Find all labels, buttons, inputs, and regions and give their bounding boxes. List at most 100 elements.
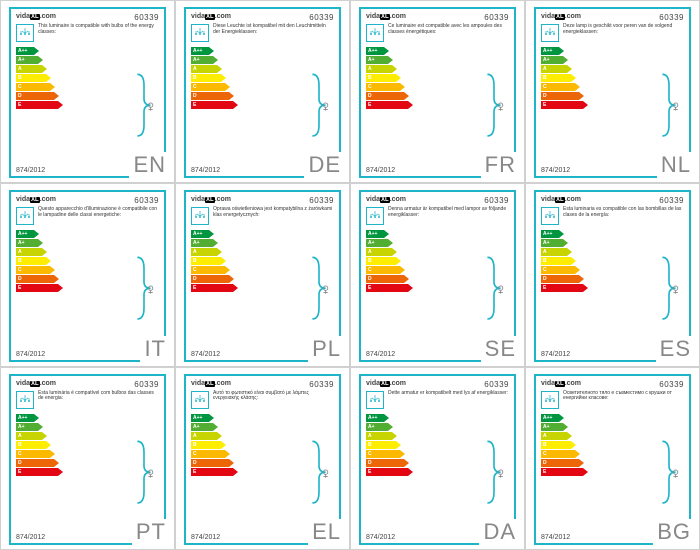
energy-class-E: E xyxy=(366,284,413,292)
energy-rating-area: A++A+ABCDE xyxy=(366,47,509,163)
energy-arrows: A++A+ABCDE xyxy=(191,47,238,163)
energy-class-E: E xyxy=(366,101,413,109)
energy-class-Aplusplus: A++ xyxy=(541,230,588,238)
chandelier-icon xyxy=(194,27,206,39)
label-header: vidaXL.com 60339 xyxy=(16,380,159,389)
energy-class-Aplusplus: A++ xyxy=(541,47,588,55)
energy-class-C: C xyxy=(366,266,413,274)
description-text: Осветителното тяло е съвместимо с крушки… xyxy=(563,391,684,402)
energy-rating-area: A++A+ABCDE xyxy=(16,47,159,163)
description-text: Esta luminária é compatível com bulbos d… xyxy=(38,391,159,402)
bracket-icon xyxy=(133,414,155,530)
product-number: 60339 xyxy=(309,196,334,205)
class-bracket xyxy=(308,47,330,163)
energy-class-Aplus: A+ xyxy=(541,239,588,247)
brand-logo: vidaXL.com xyxy=(541,380,581,387)
language-code: DE xyxy=(304,152,341,178)
energy-class-Aplusplus: A++ xyxy=(16,47,63,55)
brand-logo: vidaXL.com xyxy=(16,380,56,387)
brand-logo: vidaXL.com xyxy=(366,13,406,20)
brand-logo: vidaXL.com xyxy=(16,13,56,20)
label-cell-fr: vidaXL.com 60339 Ce luminaire est compatib… xyxy=(350,0,525,183)
energy-arrows: A++A+ABCDE xyxy=(366,414,413,530)
product-number: 60339 xyxy=(659,380,684,389)
energy-class-A: A xyxy=(541,248,588,256)
energy-class-Aplusplus: A++ xyxy=(191,47,238,55)
luminaire-icon xyxy=(16,391,34,409)
brand-logo: vidaXL.com xyxy=(191,196,231,203)
energy-class-A: A xyxy=(541,65,588,73)
label-cell-nl: vidaXL.com60339Deze lamp is geschikt voo… xyxy=(525,0,700,183)
energy-class-C: C xyxy=(191,83,238,91)
chandelier-icon xyxy=(369,27,381,39)
class-bracket xyxy=(133,47,155,163)
description-text: Ce luminaire est compatible avec les amp… xyxy=(388,24,509,35)
energy-label-grid: vidaXL.com60339This luminaire is compati… xyxy=(0,0,700,550)
energy-class-B: B xyxy=(16,441,63,449)
description-row: Questo apparecchio d'illuminazione è com… xyxy=(16,207,159,225)
bracket-icon xyxy=(308,414,330,530)
description-row: Deze lamp is geschikt voor peren van de … xyxy=(541,24,684,42)
description-row: Esta luminaria es compatible con las bom… xyxy=(541,207,684,225)
product-number: 60339 xyxy=(309,13,334,22)
energy-class-Aplus: A+ xyxy=(541,423,588,431)
regulation-number: 874/2012 xyxy=(366,167,395,174)
label-cell-es: vidaXL.com60339Esta luminaria es compati… xyxy=(525,183,700,366)
description-text: Oprawa oświetleniowa jest kompatybilna z… xyxy=(213,207,334,218)
language-code: NL xyxy=(657,152,691,178)
class-bracket xyxy=(133,414,155,530)
energy-class-B: B xyxy=(366,441,413,449)
energy-class-B: B xyxy=(366,74,413,82)
description-text: Dette armatur er kompatibelt med lys af … xyxy=(388,391,508,397)
bracket-icon xyxy=(658,230,680,346)
energy-rating-area: A++A+ABCDE xyxy=(541,230,684,346)
energy-class-D: D xyxy=(366,459,413,467)
energy-class-E: E xyxy=(191,284,238,292)
energy-class-E: E xyxy=(541,101,588,109)
luminaire-icon xyxy=(366,24,384,42)
language-code: FR xyxy=(481,152,516,178)
class-bracket xyxy=(658,414,680,530)
energy-class-Aplusplus: A++ xyxy=(541,414,588,422)
label-cell-en: vidaXL.com60339This luminaire is compati… xyxy=(0,0,175,183)
energy-class-Aplus: A+ xyxy=(366,56,413,64)
class-bracket xyxy=(133,230,155,346)
energy-arrows: A++A+ABCDE xyxy=(541,230,588,346)
label-cell-pt: vidaXL.com 60339 Esta luminária é compatív… xyxy=(0,367,175,550)
language-code: DA xyxy=(479,519,516,545)
description-row: Ce luminaire est compatible avec les amp… xyxy=(366,24,509,42)
bracket-icon xyxy=(658,414,680,530)
product-number: 60339 xyxy=(484,13,509,22)
regulation-number: 874/2012 xyxy=(16,167,45,174)
description-text: Αυτό το φωτιστικό είναι συμβατό με λάμπε… xyxy=(213,391,334,402)
energy-class-E: E xyxy=(191,468,238,476)
label-footer: 874/2012 xyxy=(16,349,159,358)
energy-rating-area: A++A+ABCDE xyxy=(541,47,684,163)
energy-arrows: A++A+ABCDE xyxy=(16,230,63,346)
description-row: Dette armatur er kompatibelt med lys af … xyxy=(366,391,509,409)
label-header: vidaXL.com 60339 xyxy=(541,380,684,389)
energy-class-Aplusplus: A++ xyxy=(366,414,413,422)
energy-class-C: C xyxy=(16,266,63,274)
energy-class-B: B xyxy=(191,74,238,82)
energy-class-Aplus: A+ xyxy=(16,239,63,247)
chandelier-icon xyxy=(19,27,31,39)
brand-logo: vidaXL.com xyxy=(191,13,231,20)
energy-class-D: D xyxy=(366,92,413,100)
brand-logo: vidaXL.com xyxy=(541,196,581,203)
brand-logo: vidaXL.com xyxy=(366,380,406,387)
regulation-number: 874/2012 xyxy=(191,351,220,358)
language-code: PL xyxy=(308,336,341,362)
regulation-number: 874/2012 xyxy=(541,351,570,358)
energy-class-B: B xyxy=(16,257,63,265)
label-header: vidaXL.com 60339 xyxy=(366,13,509,22)
energy-class-A: A xyxy=(16,248,63,256)
energy-class-A: A xyxy=(541,432,588,440)
product-number: 60339 xyxy=(484,380,509,389)
language-code: ES xyxy=(656,336,691,362)
energy-class-C: C xyxy=(16,450,63,458)
energy-rating-area: A++A+ABCDE xyxy=(191,414,334,530)
chandelier-icon xyxy=(369,394,381,406)
chandelier-icon xyxy=(544,27,556,39)
product-number: 60339 xyxy=(134,380,159,389)
